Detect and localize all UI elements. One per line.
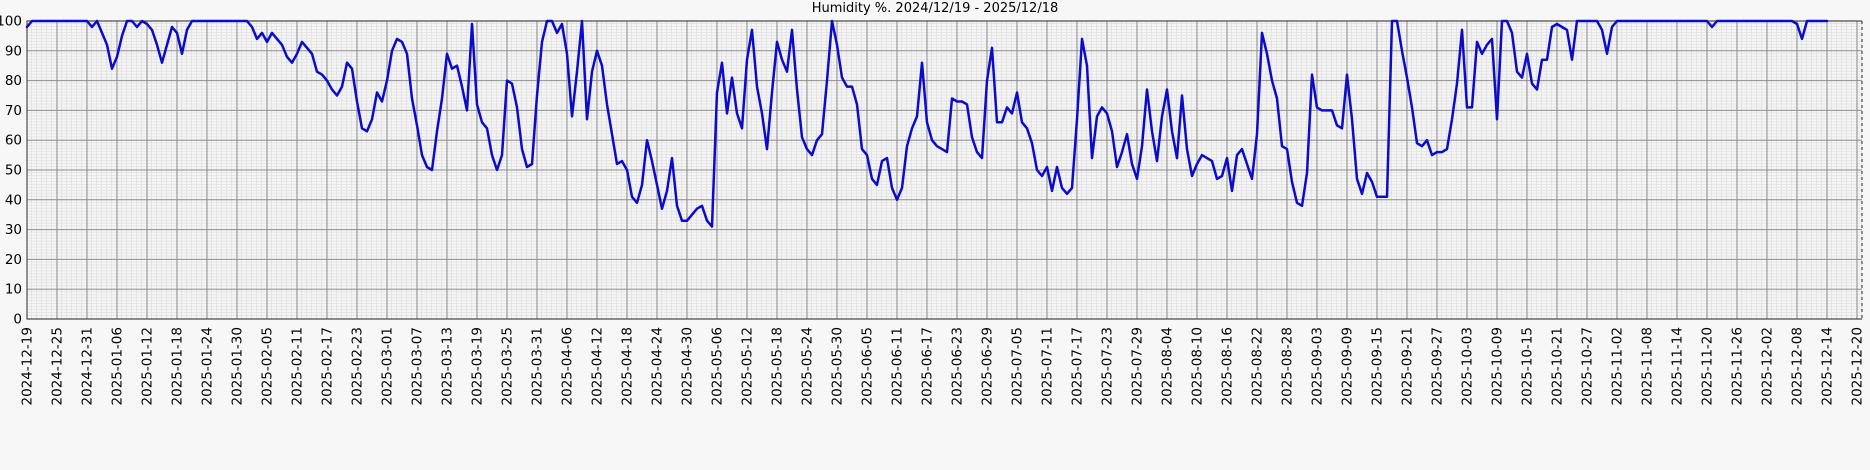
x-tick-label: 2025-01-30 [230,327,246,405]
x-tick-label: 2024-12-31 [80,327,96,405]
x-tick-label: 2025-12-14 [1820,327,1836,405]
x-tick-label: 2025-12-08 [1790,327,1806,405]
x-tick-label: 2025-01-24 [200,327,216,405]
y-tick-label: 30 [5,222,22,238]
x-tick-label: 2025-01-06 [110,327,126,405]
x-tick-label: 2025-09-09 [1340,327,1356,405]
x-tick-label: 2025-08-10 [1190,327,1206,405]
x-tick-label: 2025-05-12 [740,327,756,405]
x-tick-label: 2025-02-11 [290,327,306,405]
x-tick-label: 2025-02-05 [260,327,276,405]
x-tick-label: 2025-06-23 [950,327,966,405]
x-tick-label: 2025-02-23 [350,327,366,405]
x-tick-label: 2025-10-09 [1490,327,1506,405]
x-tick-label: 2025-05-30 [830,327,846,405]
y-tick-label: 50 [5,163,22,179]
x-tick-label: 2025-09-03 [1310,327,1326,405]
y-tick-label: 60 [5,133,22,149]
x-tick-label: 2025-03-25 [500,327,516,405]
x-tick-label: 2025-08-16 [1220,327,1236,405]
x-tick-label: 2025-01-18 [170,327,186,405]
y-tick-label: 10 [5,282,22,298]
y-tick-label: 0 [13,312,22,328]
y-tick-label: 20 [5,252,22,268]
x-tick-label: 2025-03-31 [530,327,546,405]
x-tick-label: 2025-01-12 [140,327,156,405]
x-tick-label: 2025-07-17 [1070,327,1086,405]
x-tick-label: 2025-10-03 [1460,327,1476,405]
chart-title: Humidity %. 2024/12/19 - 2025/12/18 [811,1,1059,16]
x-tick-label: 2025-08-28 [1280,327,1296,405]
x-tick-label: 2025-11-02 [1610,327,1626,405]
humidity-line [25,19,1829,228]
x-tick-label: 2025-07-29 [1130,327,1146,405]
y-tick-label: 40 [5,192,22,208]
x-tick-label: 2025-04-12 [590,327,606,405]
plot-border [26,20,1862,320]
x-tick-label: 2025-06-11 [890,327,906,405]
y-tick-label: 80 [5,73,22,89]
x-tick-label: 2025-11-26 [1730,327,1746,405]
x-tick-label: 2025-09-15 [1370,327,1386,405]
x-tick-label: 2025-07-05 [1010,327,1026,405]
x-tick-label: 2025-07-11 [1040,327,1056,405]
x-tick-label: 2025-04-30 [680,327,696,405]
y-tick-label: 90 [5,43,22,59]
x-tick-label: 2025-07-23 [1100,327,1116,405]
x-tick-label: 2025-09-21 [1400,327,1416,405]
x-tick-label: 2025-03-01 [380,327,396,405]
x-tick-label: 2025-06-05 [860,327,876,405]
x-tick-label: 2025-09-27 [1430,327,1446,405]
x-tick-label: 2025-03-07 [410,327,426,405]
x-tick-label: 2025-05-06 [710,327,726,405]
x-tick-label: 2025-12-02 [1760,327,1776,405]
x-tick-label: 2025-05-18 [770,327,786,405]
x-tick-label: 2025-10-15 [1520,327,1536,405]
x-tick-label: 2025-04-06 [560,327,576,405]
x-tick-label: 2025-05-24 [800,327,816,405]
x-tick-label: 2025-11-08 [1640,327,1656,405]
x-tick-label: 2024-12-19 [20,327,36,405]
x-tick-label: 2025-08-04 [1160,327,1176,405]
y-tick-label: 100 [0,14,22,30]
x-tick-label: 2025-04-18 [620,327,636,405]
x-tick-label: 2025-03-19 [470,327,486,405]
x-tick-label: 2025-11-14 [1670,327,1686,405]
x-tick-label: 2025-06-17 [920,327,936,405]
y-tick-label: 70 [5,103,22,119]
x-tick-label: 2025-10-21 [1550,327,1566,405]
x-tick-label: 2025-04-24 [650,327,666,405]
x-tick-label: 2025-08-22 [1250,327,1266,405]
x-tick-label: 2025-12-20 [1850,327,1866,405]
x-tick-label: 2025-10-27 [1580,327,1596,405]
x-tick-label: 2025-11-20 [1700,327,1716,405]
x-tick-label: 2025-02-17 [320,327,336,405]
x-tick-label: 2025-03-13 [440,327,456,405]
x-tick-label: 2025-06-29 [980,327,996,405]
x-tick-label: 2024-12-25 [50,327,66,405]
